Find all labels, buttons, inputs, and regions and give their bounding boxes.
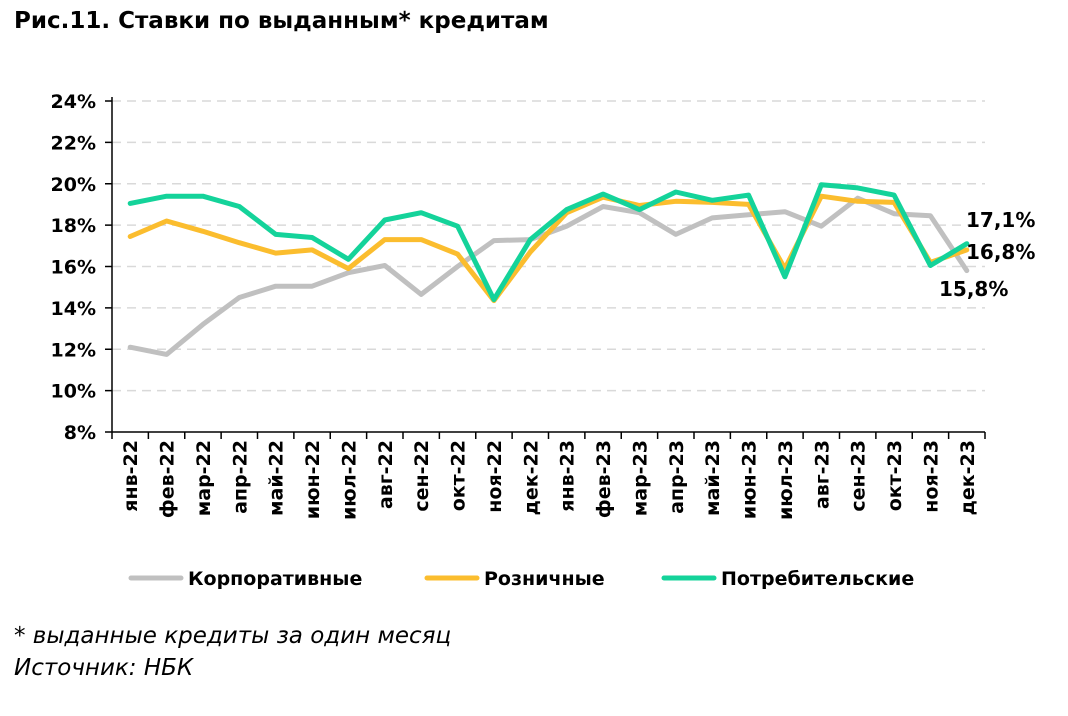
y-tick-label: 12% [51,339,96,361]
series-lines [127,182,970,357]
y-tick-labels: 8% 10% 12% 14% 16% 18% 20% 22% 24% [51,91,96,444]
line-chart: 8% 10% 12% 14% 16% 18% 20% 22% 24% янв-22 фев-22 м… [51,91,1036,590]
y-tick-label: 22% [51,132,96,154]
x-tick-label: фев-23 [593,440,615,518]
x-tick-label: апр-22 [229,440,251,514]
y-tick-label: 16% [51,257,96,279]
x-tick-label: окт-22 [448,440,470,511]
footnote: * выданные кредиты за один месяц [14,623,452,649]
x-tick-label: янв-23 [557,440,579,512]
x-tick-label: мар-22 [193,440,215,516]
x-tick-label: май-23 [702,440,724,516]
legend: Корпоративные Розничные Потребительские [128,568,914,590]
x-tick-labels: янв-22 фев-22 мар-22 апр-22 май-22 июн-22 июл-… [120,440,979,520]
x-tick-label: дек-23 [957,440,979,515]
data-label: 17,1% [966,208,1035,232]
legend-label: Розничные [484,568,605,590]
x-tick-label: июн-23 [739,440,761,519]
series-line [127,182,970,303]
x-tick-label: фев-22 [157,440,179,518]
x-tick-label: мар-23 [629,440,651,516]
y-tick-label: 8% [64,422,96,444]
legend-label: Корпоративные [188,568,362,590]
axes [105,97,986,439]
y-tick-label: 10% [51,381,96,403]
x-tick-label: окт-23 [884,440,906,511]
data-labels: 15,8% 16,8% 17,1% [939,208,1035,301]
x-tick-label: май-22 [266,440,288,516]
x-tick-label: ноя-23 [920,440,942,513]
x-tick-label: дек-22 [520,440,542,515]
x-tick-label: июл-23 [775,440,797,520]
x-tick-label: июл-22 [338,440,360,520]
data-label: 15,8% [939,277,1008,301]
x-tick-label: янв-22 [120,440,142,512]
x-tick-label: ноя-22 [484,440,506,513]
x-tick-label: июн-22 [302,440,324,519]
y-tick-label: 24% [51,91,96,113]
y-tick-label: 18% [51,215,96,237]
source-note: Источник: НБК [14,655,194,681]
chart-title: Рис.11. Ставки по выданным* кредитам [14,8,549,34]
x-tick-label: авг-22 [375,440,397,509]
x-tick-label: авг-23 [811,440,833,509]
data-label: 16,8% [966,240,1035,264]
y-tick-label: 20% [51,174,96,196]
x-tick-label: сен-23 [848,440,870,512]
legend-label: Потребительские [721,568,914,590]
y-tick-label: 14% [51,298,96,320]
x-tick-label: сен-22 [411,440,433,512]
series-line [127,193,970,304]
x-tick-label: апр-23 [666,440,688,514]
